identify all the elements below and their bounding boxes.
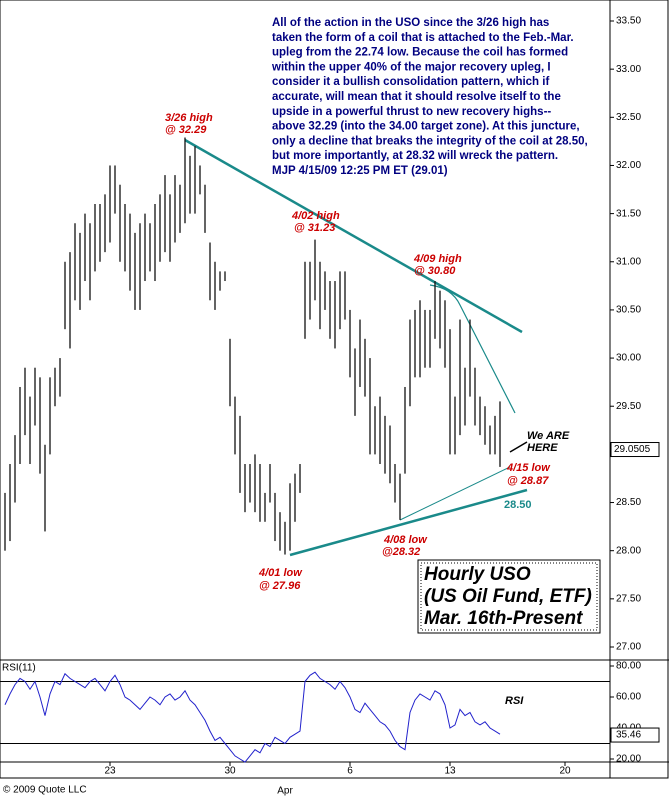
trend-line (399, 466, 511, 521)
commentary-line: upside in a powerful thrust to new recov… (272, 106, 551, 118)
y-tick-label: 27.00 (616, 642, 641, 653)
rsi-tick-label: 60.00 (616, 692, 641, 703)
title-line: Hourly USO (424, 564, 531, 585)
y-tick-label: 31.50 (616, 208, 641, 219)
y-tick-label: 28.00 (616, 545, 641, 556)
last-price-label: 29.0505 (614, 444, 651, 455)
copyright: © 2009 Quote LLC (3, 785, 87, 796)
commentary-line: All of the action in the USO since the 3… (272, 17, 549, 29)
annotation: @ 31.23 (294, 222, 335, 234)
commentary-line: but more importantly, at 28.32 will wrec… (272, 150, 558, 162)
title-box (417, 559, 601, 634)
y-tick-label: 30.50 (616, 305, 641, 316)
annotation: @28.32 (382, 546, 420, 558)
rsi-label: RSI(11) (2, 663, 36, 674)
rsi-name: RSI (505, 695, 524, 707)
support-line (289, 488, 528, 557)
annotation: @ 27.96 (259, 580, 301, 592)
y-tick-label: 33.00 (616, 64, 641, 75)
frame (0, 0, 669, 779)
commentary: All of the action in the USO since the 3… (271, 17, 588, 177)
annotation: 4/08 low (383, 534, 428, 546)
commentary-line: only a decline that breaks the integrity… (272, 135, 588, 147)
arrow (509, 441, 528, 453)
annotation: @ 28.87 (507, 475, 549, 487)
y-tick-label: 33.50 (616, 16, 641, 27)
rsi-tick-label: 20.00 (616, 754, 641, 765)
annotation: 4/09 high (413, 253, 462, 265)
commentary-line: upleg from the 22.74 low. Because the co… (272, 47, 568, 59)
rsi-last-label: 35.46 (616, 730, 641, 741)
last-price-box (610, 442, 660, 458)
y-tick-label: 30.00 (616, 353, 641, 364)
rsi-tick-label: 80.00 (616, 661, 641, 672)
commentary-line: MJP 4/15/09 12:25 PM ET (29.01) (272, 165, 448, 177)
annotation: @ 32.29 (165, 124, 207, 136)
annotation: HERE (527, 442, 558, 454)
annotation: 4/01 low (258, 567, 303, 579)
x-tick-label: 20 (559, 766, 571, 777)
y-tick-label: 28.50 (616, 497, 641, 508)
annotation: 4/15 low (506, 462, 551, 474)
y-tick-label: 32.50 (616, 112, 641, 123)
y-tick-label: 31.00 (616, 256, 641, 267)
annotation: @ 30.80 (414, 265, 456, 277)
rsi-last-box (610, 727, 660, 743)
x-tick-label: 30 (224, 766, 236, 777)
y-tick-label: 32.00 (616, 160, 641, 171)
annotation: We ARE (527, 430, 570, 442)
annotation: 3/26 high (165, 112, 213, 124)
title-line: (US Oil Fund, ETF) (424, 586, 592, 607)
title-box-inner (420, 562, 598, 631)
month-label: Apr (277, 786, 293, 797)
support-label: 28.50 (504, 499, 532, 511)
rsi-line (4, 671, 501, 763)
y-tick-label: 27.50 (616, 593, 641, 604)
annotation: 4/02 high (291, 210, 340, 222)
commentary-line: taken the form of a coil that is attache… (272, 32, 574, 44)
commentary-line: above 32.29 (into the 34.00 target zone)… (272, 121, 580, 133)
x-tick-label: 23 (104, 766, 116, 777)
x-tick-label: 6 (347, 766, 353, 777)
title-line: Mar. 16th-Present (424, 608, 583, 629)
commentary-line: consider it a bullish consolidation patt… (272, 76, 549, 88)
resistance-line (184, 138, 523, 334)
y-tick-label: 29.50 (616, 401, 641, 412)
commentary-line: within the upper 40% of the major recove… (271, 61, 551, 73)
commentary-line: accurate, will mean that it should resol… (272, 91, 561, 103)
x-tick-label: 13 (444, 766, 456, 777)
